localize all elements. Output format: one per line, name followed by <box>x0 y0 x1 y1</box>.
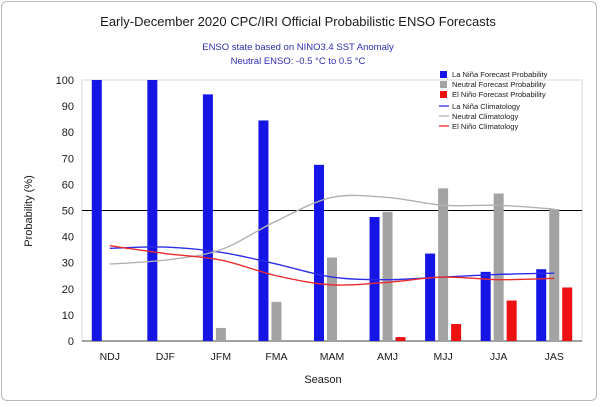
legend-swatch-neutral <box>440 81 447 88</box>
x-tick-label: AMJ <box>377 351 398 363</box>
legend-label-la-nina: La Niña Forecast Probability <box>452 70 548 79</box>
la-nina-bar <box>202 94 213 341</box>
x-axis-label: Season <box>304 374 341 386</box>
chart-title: Early-December 2020 CPC/IRI Official Pro… <box>100 14 496 29</box>
legend-label-el-nino-climatology: El Niño Climatology <box>452 122 518 131</box>
x-tick-label: DJF <box>156 351 175 363</box>
y-tick-label: 90 <box>62 101 74 113</box>
neutral-bar <box>493 193 504 341</box>
y-tick-label: 70 <box>62 153 74 165</box>
y-tick-label: 40 <box>62 232 74 244</box>
x-tick-label: MJJ <box>433 351 452 363</box>
legend-label-neutral: Neutral Forecast Probability <box>452 80 546 89</box>
y-tick-label: 30 <box>62 258 74 270</box>
neutral-bar <box>549 209 560 341</box>
x-tick-label: NDJ <box>100 351 120 363</box>
y-axis-label: Probability (%) <box>23 175 35 247</box>
x-tick-label: JAS <box>545 351 564 363</box>
legend-swatch-la-nina <box>440 71 447 78</box>
el-nino-bar <box>506 300 517 341</box>
legend-label-neutral-climatology: Neutral Climatology <box>452 112 518 121</box>
x-tick-label: JJA <box>490 351 508 363</box>
x-tick-label: JFM <box>211 351 231 363</box>
neutral-bar <box>438 188 449 341</box>
el-nino-climatology-line <box>109 245 555 286</box>
x-tick-label: MAM <box>320 351 345 363</box>
la-nina-climatology-line <box>109 246 555 281</box>
la-nina-bar <box>147 80 158 341</box>
el-nino-bar <box>562 287 573 341</box>
plot-area: 0 10 20 30 40 50 60 70 80 90 100 NDJ DJF JFM FMA MAM AMJ… <box>56 75 583 363</box>
y-tick-label: 100 <box>56 75 74 87</box>
la-nina-bar <box>480 271 491 341</box>
y-tick-label: 50 <box>62 206 74 218</box>
la-nina-bar <box>536 269 547 341</box>
chart-frame: Early-December 2020 CPC/IRI Official Pro… <box>1 1 597 401</box>
y-tick-label: 80 <box>62 127 74 139</box>
neutral-bar <box>215 327 226 341</box>
legend-label-el-nino: El Niño Forecast Probability <box>452 90 546 99</box>
neutral-bar <box>271 301 282 341</box>
la-nina-bar <box>425 253 436 341</box>
la-nina-bar <box>258 120 269 341</box>
neutral-climatology-line <box>109 194 555 265</box>
enso-forecast-chart: Early-December 2020 CPC/IRI Official Pro… <box>23 14 583 386</box>
el-nino-bar <box>451 324 462 341</box>
y-tick-label: 0 <box>68 336 74 348</box>
y-tick-label: 10 <box>62 310 74 322</box>
la-nina-bar <box>91 80 102 341</box>
neutral-bar <box>327 257 337 341</box>
y-tick-label: 20 <box>62 284 74 296</box>
el-nino-bar <box>395 337 406 341</box>
neutral-bar <box>382 211 393 341</box>
chart-subtitle-line-2: Neutral ENSO: -0.5 °C to 0.5 °C <box>231 56 366 67</box>
la-nina-bar <box>314 164 324 341</box>
x-tick-label: FMA <box>265 351 287 363</box>
y-tick-label: 60 <box>62 179 74 191</box>
chart-subtitle-line-1: ENSO state based on NINO3.4 SST Anomaly <box>202 42 394 53</box>
legend-swatch-el-nino <box>440 91 447 98</box>
legend-label-la-nina-climatology: La Niña Climatology <box>452 102 520 111</box>
